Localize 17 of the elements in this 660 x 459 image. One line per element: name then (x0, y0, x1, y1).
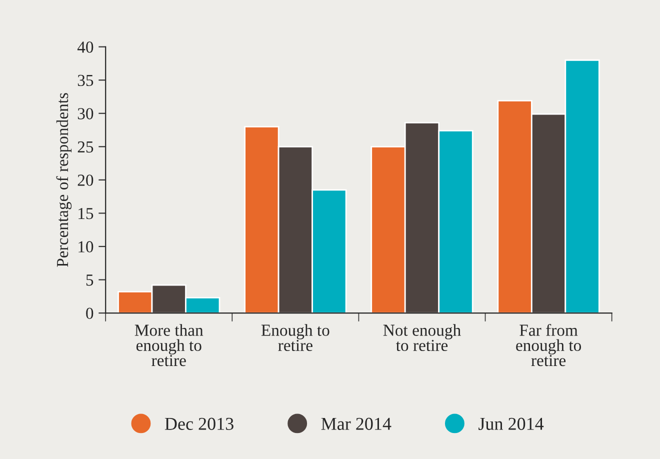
legend-label: Jun 2014 (478, 418, 544, 430)
y-tick-label: 0 (86, 308, 94, 319)
y-tick-label: 35 (78, 74, 94, 86)
y-tick-label: 5 (86, 274, 94, 286)
y-tick-label: 15 (78, 208, 94, 220)
y-tick-label: 40 (77, 42, 94, 53)
y-axis-title: Percentage of respondents (56, 93, 72, 267)
legend-label: Dec 2013 (164, 418, 234, 430)
y-tick-label: 10 (78, 241, 94, 252)
x-tick-label: Enough to retire (261, 324, 330, 352)
y-tick-label: 20 (78, 174, 94, 186)
x-tick-label: More than enough to retire (134, 324, 204, 366)
y-tick-label: 30 (78, 108, 94, 120)
legend-label: Mar 2014 (321, 418, 392, 430)
x-tick-label: Not enough to retire (383, 324, 461, 352)
x-tick-label: Far from enough to retire (516, 324, 582, 366)
y-tick-label: 25 (78, 141, 94, 153)
